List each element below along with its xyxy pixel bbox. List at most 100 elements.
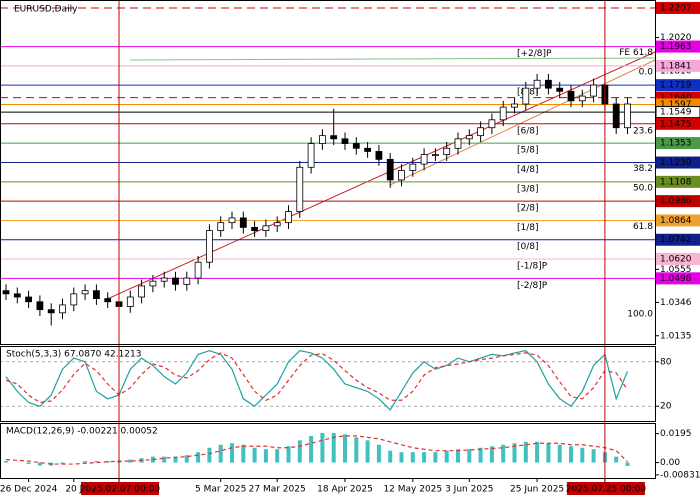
level-label: 1.1640 (660, 93, 692, 103)
macd-bar (365, 440, 370, 463)
y-tick-label: 1.0555 (660, 265, 692, 275)
macd-bar (478, 447, 483, 463)
candle-body (228, 217, 236, 224)
level-label: 1.2207 (660, 3, 692, 13)
macd-bar (207, 447, 212, 463)
macd-bar (309, 435, 314, 463)
candle-body (431, 154, 439, 157)
candle-body (36, 301, 44, 311)
stoch-panel-frame (0, 346, 656, 422)
level-label: 1.0864 (660, 216, 692, 226)
murrey-tag: [-2/8]P (517, 281, 548, 291)
candle-body (239, 217, 247, 228)
level-label: 1.0742 (660, 235, 692, 245)
candle-body (488, 119, 496, 129)
candle-body (160, 277, 168, 282)
candle-body (13, 293, 21, 298)
candle-body (251, 226, 259, 231)
stoch-line (5, 352, 628, 404)
macd-bar (569, 446, 573, 463)
main-panel-frame (0, 0, 656, 345)
candle-body (273, 222, 281, 227)
level-label: 1.1230 (660, 158, 692, 168)
fib-label: 61.8 (633, 222, 653, 232)
candle-body (330, 135, 338, 140)
x-tick-label: 2025.07.25 00:00 (566, 485, 647, 495)
macd-bar (625, 462, 630, 466)
candle-body (126, 296, 134, 307)
macd-bar (535, 441, 540, 463)
macd-bar (512, 443, 517, 463)
level-label: 1.1841 (660, 61, 692, 71)
candle-body (47, 309, 55, 314)
macd-bar (37, 462, 42, 466)
murrey-tag: [0/8] (517, 242, 539, 252)
murrey-tag: [-1/8]P (517, 262, 548, 272)
macd-bar (162, 456, 167, 463)
candle-body (138, 285, 146, 298)
candle-body (420, 154, 428, 165)
macd-bar (354, 437, 359, 463)
trend-line (389, 59, 656, 186)
macd-bar (26, 462, 31, 465)
y-tick-label: 0.00 (660, 458, 680, 468)
x-tick-label: 25 Jun 2025 (510, 485, 564, 495)
fib-label: 0.0 (639, 67, 654, 77)
level-label: 1.1597 (660, 100, 692, 110)
macd-bar (523, 441, 528, 463)
x-tick-label: 2025.02.07 00:00 (80, 485, 161, 495)
y-tick-label: 1.0135 (660, 331, 692, 341)
candle-body (386, 158, 394, 181)
candle-body (205, 230, 213, 263)
macd-bar (173, 456, 178, 463)
level-label: 1.1108 (660, 177, 692, 187)
murrey-tag: [2/8] (517, 204, 539, 214)
candle-body (318, 135, 326, 144)
y-tick-label: -0.00831 (660, 470, 700, 480)
macd-bar (83, 461, 88, 463)
candle-body (375, 151, 383, 160)
candle-body (25, 296, 33, 303)
macd-bar (275, 449, 280, 463)
x-tick-label: 12 May 2025 (383, 485, 442, 495)
candle-body (624, 103, 631, 129)
candle-body (70, 293, 78, 306)
murrey-tag: [4/8] (517, 165, 539, 175)
macd-bar (614, 456, 619, 463)
macd-title: MACD(12,26,9) -0.00221 0.00052 (6, 427, 158, 437)
y-tick-label: 80 (660, 357, 672, 367)
x-tick-label: 18 Apr 2025 (317, 485, 373, 495)
macd-bar (128, 459, 133, 463)
macd-bar (546, 443, 551, 463)
candle-body (364, 147, 372, 152)
candle-body (409, 163, 417, 171)
candle-body (556, 87, 564, 92)
fib-label: 38.2 (633, 164, 653, 174)
candle-body (612, 103, 620, 129)
murrey-tag: [3/8] (517, 184, 539, 194)
candle-body (285, 211, 292, 224)
macd-bar (557, 444, 562, 463)
macd-bar (320, 432, 325, 463)
candle-body (443, 147, 451, 156)
macd-bar (94, 461, 99, 463)
macd-bar (241, 444, 246, 463)
macd-bar (4, 461, 8, 463)
candle-body (59, 304, 66, 314)
macd-bar (399, 452, 404, 463)
macd-panel-frame (0, 423, 656, 479)
x-tick-label: 26 Dec 2024 (0, 485, 58, 495)
level-label: 1.1549 (660, 108, 692, 118)
x-tick-label: 5 Mar 2025 (195, 485, 246, 495)
candle-body (296, 166, 304, 212)
macd-bar (388, 450, 393, 463)
macd-bar (286, 446, 291, 463)
y-tick-label: 1.2020 (660, 33, 692, 43)
candle-body (104, 298, 112, 303)
murrey-tag: [+2/8]P (517, 49, 552, 59)
candle-body (149, 280, 157, 287)
fib-line (129, 57, 656, 61)
candle-body (172, 277, 179, 285)
